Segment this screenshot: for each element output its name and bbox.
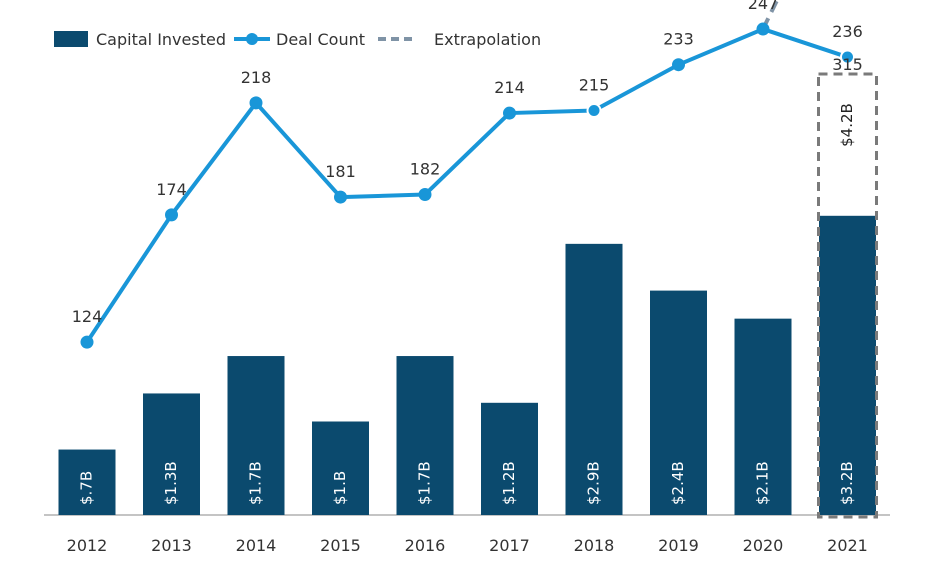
x-tick-2015: 2015 bbox=[320, 536, 361, 555]
deal-label-2017: 214 bbox=[494, 78, 525, 97]
deal-point-2021 bbox=[840, 49, 855, 65]
x-tick-2014: 2014 bbox=[236, 536, 277, 555]
legend-capital-label: Capital Invested bbox=[96, 30, 226, 49]
bar-label-2016: $1.7B bbox=[416, 461, 434, 505]
deal-label-2013: 174 bbox=[156, 180, 187, 199]
extrapolation-capital-label: $4.2B bbox=[838, 103, 856, 147]
legend-capital-swatch bbox=[54, 31, 88, 47]
bar-label-2018: $2.9B bbox=[585, 461, 603, 505]
legend-deals-marker bbox=[246, 33, 258, 45]
bar-capital-2021 bbox=[819, 215, 876, 516]
deal-label-2020: 247 bbox=[748, 0, 779, 13]
deal-point-2014 bbox=[249, 96, 263, 110]
legend-extrapolation-label: Extrapolation bbox=[434, 30, 541, 49]
bar-capital-2014 bbox=[227, 356, 285, 515]
deal-point-2016 bbox=[418, 188, 432, 202]
x-tick-2020: 2020 bbox=[743, 536, 784, 555]
bar-label-2021: $3.2B bbox=[838, 461, 856, 505]
x-tick-2018: 2018 bbox=[574, 536, 615, 555]
bar-capital-2018 bbox=[565, 243, 623, 515]
legend: Capital Invested Deal Count Extrapolatio… bbox=[54, 30, 541, 49]
extrapolation-deal-label: 315 bbox=[832, 55, 863, 74]
x-tick-2012: 2012 bbox=[67, 536, 108, 555]
extrapolation-box bbox=[817, 72, 878, 519]
x-tick-2016: 2016 bbox=[405, 536, 446, 555]
deal-point-2015 bbox=[334, 190, 347, 204]
deal-count-line bbox=[85, 27, 849, 344]
deal-label-2012: 124 bbox=[72, 307, 103, 326]
deal-point-2017 bbox=[503, 106, 516, 120]
deal-point-2019 bbox=[672, 58, 685, 72]
bar-capital-2013 bbox=[143, 393, 200, 515]
deal-point-2020 bbox=[756, 22, 770, 36]
bar-capital-2016 bbox=[396, 356, 454, 515]
bar-label-2020: $2.1B bbox=[754, 461, 772, 505]
bar-capital-2012 bbox=[58, 449, 116, 515]
x-tick-2017: 2017 bbox=[489, 536, 530, 555]
bar-label-2015: $1.B bbox=[331, 471, 349, 505]
bar-label-2014: $1.7B bbox=[247, 461, 265, 505]
deal-label-2014: 218 bbox=[241, 68, 272, 87]
deal-label-2015: 181 bbox=[325, 162, 356, 181]
bar-label-2012: $.7B bbox=[78, 471, 96, 505]
deal-point-2013 bbox=[165, 208, 178, 222]
bar-capital-2017 bbox=[481, 402, 538, 515]
bar-label-2019: $2.4B bbox=[669, 461, 687, 505]
bar-capital-2020 bbox=[734, 318, 792, 515]
bar-label-2013: $1.3B bbox=[162, 461, 180, 505]
deal-point-2018 bbox=[586, 103, 602, 119]
legend-deals-label: Deal Count bbox=[276, 30, 365, 49]
x-tick-2019: 2019 bbox=[658, 536, 699, 555]
deal-point-2012 bbox=[80, 335, 94, 349]
x-tick-2013: 2013 bbox=[151, 536, 192, 555]
deal-label-2016: 182 bbox=[410, 160, 441, 179]
bar-label-2017: $1.2B bbox=[500, 461, 518, 505]
bar-capital-2019 bbox=[650, 290, 707, 515]
deal-label-2021: 236 bbox=[832, 22, 863, 41]
plot-area: $.7B $1.3B $1.7B $1.B $1.7B $1.2B $2.9B $2.4B $2… bbox=[44, 0, 890, 555]
bar-capital-2015 bbox=[312, 421, 369, 515]
x-tick-2021: 2021 bbox=[827, 536, 868, 555]
deal-label-2019: 233 bbox=[663, 30, 694, 49]
deal-label-2018: 215 bbox=[579, 76, 610, 95]
